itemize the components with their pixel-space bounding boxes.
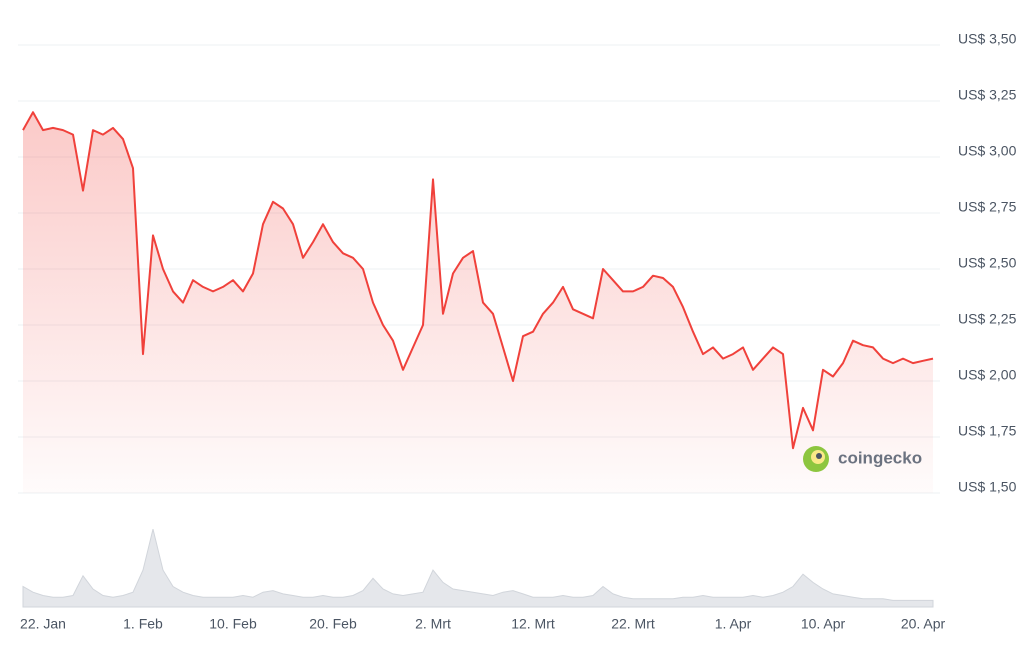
x-tick-label: 10. Apr [801,616,846,632]
x-tick-label: 10. Feb [209,616,257,632]
x-tick-label: 22. Mrt [611,616,655,632]
x-tick-label: 12. Mrt [511,616,555,632]
y-tick-label: US$ 3,25 [958,87,1017,103]
y-tick-label: US$ 1,75 [958,423,1017,439]
y-tick-label: US$ 2,25 [958,311,1017,327]
x-tick-label: 2. Mrt [415,616,451,632]
y-tick-label: US$ 3,00 [958,143,1017,159]
volume-area [22,528,934,608]
x-tick-label: 1. Feb [123,616,163,632]
plot [22,111,934,493]
y-tick-label: US$ 3,50 [958,31,1017,47]
y-tick-label: US$ 1,50 [958,479,1017,495]
volume [22,528,934,608]
watermark-text: coingecko [838,448,922,467]
x-tick-label: 20. Feb [309,616,357,632]
price-area [23,112,933,493]
x-tick-label: 20. Apr [901,616,946,632]
logo-pupil [816,453,822,459]
x-tick-label: 22. Jan [20,616,66,632]
price-line [22,111,934,450]
y-tick-label: US$ 2,75 [958,199,1017,215]
x-tick-label: 1. Apr [715,616,752,632]
y-tick-label: US$ 2,50 [958,255,1017,271]
watermark: coingecko [803,446,922,472]
y-tick-label: US$ 2,00 [958,367,1017,383]
